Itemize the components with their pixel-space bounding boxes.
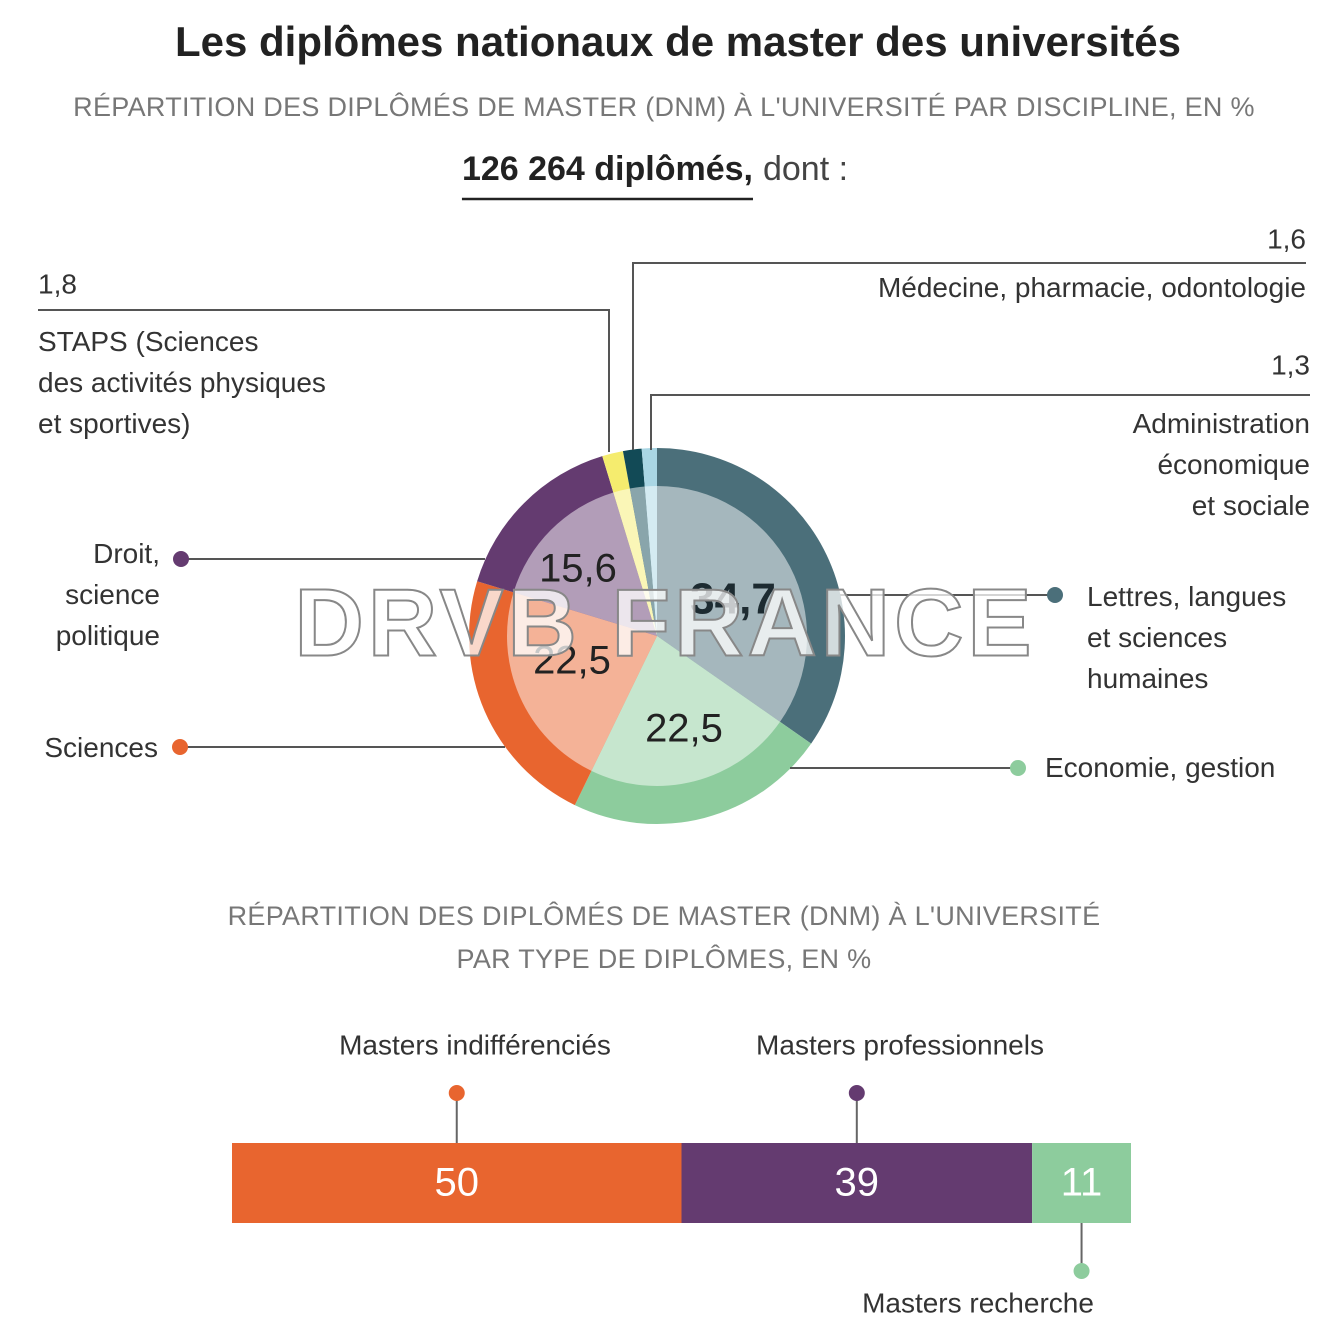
category-label: Médecine, pharmacie, odontologie — [877, 272, 1306, 303]
bar-segment — [232, 1143, 682, 1223]
category-label: Administration économique et sociale — [1132, 408, 1310, 521]
category-label: Droit, science politique — [55, 538, 160, 651]
pie-slice — [506, 592, 657, 771]
value-label: 39 — [835, 1161, 880, 1205]
leader-line — [650, 394, 1310, 450]
pie — [468, 448, 845, 824]
leader-dot — [1073, 1263, 1090, 1279]
value-label: 1,6 — [1267, 223, 1306, 254]
pie-slice — [513, 492, 657, 636]
value-label: 50 — [435, 1161, 480, 1205]
value-label: 11 — [1061, 1161, 1103, 1205]
leader-dot — [1010, 760, 1026, 776]
category-label: Masters recherche — [862, 1287, 1094, 1318]
category-label: Masters indifférenciés — [339, 1029, 611, 1060]
pie-slice — [613, 488, 657, 636]
value-label: 34,7 — [690, 575, 776, 624]
leader-dot — [848, 1085, 865, 1101]
pie-subtitle: RÉPARTITION DES DIPLÔMÉS DE MASTER (DNM)… — [73, 92, 1255, 122]
value-label: 1,3 — [1271, 349, 1310, 380]
watermark: DRVB FRANCE — [295, 569, 1036, 676]
bar-segment — [1032, 1143, 1131, 1223]
title: Les diplômes nationaux de master des uni… — [175, 18, 1181, 65]
pie-slice — [591, 636, 780, 786]
value-label: 15,6 — [539, 547, 617, 591]
pie-slice — [629, 486, 657, 636]
value-label: 22,5 — [645, 707, 723, 751]
category-label: STAPS (Sciences des activités physiques … — [38, 326, 326, 439]
leader-line — [38, 309, 610, 452]
pie-slice — [644, 486, 657, 636]
value-label: 1,8 — [38, 268, 77, 299]
value-label: 22,5 — [533, 639, 611, 683]
bar-segment — [681, 1143, 1033, 1223]
leader-dot — [1047, 587, 1063, 603]
total-suffix: dont : — [763, 150, 848, 188]
category-label: Sciences — [44, 732, 158, 763]
category-label: Masters professionnels — [756, 1029, 1044, 1060]
category-label: Economie, gestion — [1045, 752, 1276, 783]
leader-dot — [448, 1085, 465, 1101]
category-label: Lettres, langues et sciences humaines — [1087, 581, 1287, 694]
leader-line — [632, 262, 1306, 450]
total: 126 264 diplômés, — [462, 150, 753, 188]
leader-dot — [173, 551, 189, 567]
pie-slice — [657, 486, 808, 722]
bar-subtitle: RÉPARTITION DES DIPLÔMÉS DE MASTER (DNM)… — [227, 901, 1101, 974]
total-line: 126 264 diplômés, dont : — [462, 150, 848, 188]
leader-dot — [172, 739, 188, 755]
